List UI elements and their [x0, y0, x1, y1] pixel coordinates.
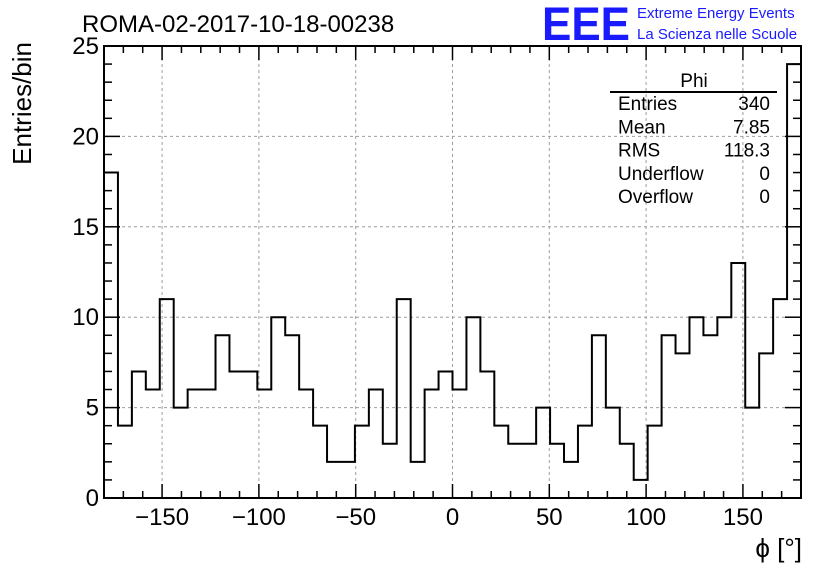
stats-rows: Entries 340 Mean 7.85 RMS 118.3 Underflow 0 Over…	[618, 94, 770, 208]
histogram-bin	[480, 371, 494, 498]
histogram-bin	[327, 462, 341, 498]
stats-row-value: 118.3	[724, 141, 770, 162]
histogram-bin	[411, 462, 425, 498]
stats-title: Phi	[680, 71, 707, 92]
histogram-bin	[397, 299, 411, 498]
x-tick-label: 50	[536, 504, 563, 531]
histogram-bin	[369, 390, 383, 498]
histogram-bin	[745, 408, 759, 498]
stats-row-label: RMS	[618, 141, 660, 162]
stats-row-label: Underflow	[618, 164, 704, 185]
logo-line-1: Extreme Energy Events	[637, 5, 795, 22]
y-axis-title: Entries/bin	[7, 42, 37, 165]
histogram-bin	[425, 390, 439, 498]
axes: −150 −100 −50 0 50 100 150 0 5 10 15 20 25	[72, 33, 802, 531]
histogram-bin	[536, 408, 550, 498]
histogram-bin	[662, 335, 676, 498]
chart-title: ROMA-02-2017-10-18-00238	[82, 11, 394, 38]
histogram-bin	[759, 353, 773, 498]
x-tick-label: −150	[135, 504, 189, 531]
y-tick-label: 15	[72, 214, 99, 241]
y-tick-label: 20	[72, 123, 99, 150]
logo-line-2: La Scienza nelle Scuole	[637, 26, 797, 43]
y-tick-label: 5	[86, 395, 99, 422]
histogram-bin	[341, 462, 355, 498]
histogram-bin	[578, 426, 592, 498]
histogram-bin	[188, 390, 202, 498]
histogram-bin	[257, 390, 271, 498]
histogram-bin	[773, 299, 787, 498]
stats-row-value: 0	[759, 164, 770, 185]
histogram-bin	[313, 426, 327, 498]
histogram-bin	[494, 426, 508, 498]
histogram-outline	[103, 63, 802, 498]
histogram-bin	[550, 444, 564, 498]
histogram-bin	[132, 371, 146, 498]
histogram-bin	[592, 335, 606, 498]
y-tick-label: 25	[72, 33, 99, 60]
histogram-bin	[174, 408, 188, 498]
stats-row-value: 7.85	[733, 117, 770, 138]
x-tick-label: −50	[335, 504, 376, 531]
x-tick-label: −100	[232, 504, 286, 531]
stats-row-label: Overflow	[618, 187, 693, 208]
histogram-bin	[703, 335, 717, 498]
y-tick-label: 10	[72, 304, 99, 331]
stats-row-value: 0	[759, 187, 770, 208]
histogram-bin	[229, 371, 243, 498]
histogram-bin	[202, 390, 216, 498]
histogram-bin	[564, 462, 578, 498]
histogram-series	[103, 63, 802, 498]
x-tick-label: 0	[446, 504, 459, 531]
histogram-bin	[453, 390, 467, 498]
histogram-bin	[299, 390, 313, 498]
stats-box: Phi Entries 340 Mean 7.85 RMS 118.3 Underflow 0…	[610, 71, 777, 208]
histogram-bin	[355, 426, 369, 498]
histogram-bin	[508, 444, 522, 498]
stats-row-label: Entries	[618, 94, 677, 115]
histogram-bin	[118, 426, 132, 498]
histogram-bin	[676, 353, 690, 498]
eee-logo: EEE Extreme Energy Events La Scienza nel…	[542, 0, 797, 50]
grid-lines	[104, 46, 801, 498]
x-tick-label: 150	[723, 504, 763, 531]
stats-row-label: Mean	[618, 117, 666, 138]
x-axis-title: ϕ [°]	[755, 533, 802, 563]
histogram-bin	[439, 371, 453, 498]
x-tick-label: 100	[626, 504, 666, 531]
histogram-bin	[243, 371, 257, 498]
stats-row-value: 340	[738, 94, 770, 115]
y-tick-label: 0	[86, 485, 99, 512]
histogram-bin	[285, 335, 299, 498]
histogram-bin	[648, 426, 662, 498]
histogram-bin	[606, 408, 620, 498]
histogram-bin	[620, 444, 634, 498]
histogram-bin	[383, 444, 397, 498]
histogram-bin	[689, 317, 703, 498]
histogram-bin	[216, 335, 230, 498]
histogram-bin	[146, 390, 160, 498]
logo-mark: EEE	[542, 0, 630, 50]
histogram-bin	[522, 444, 536, 498]
